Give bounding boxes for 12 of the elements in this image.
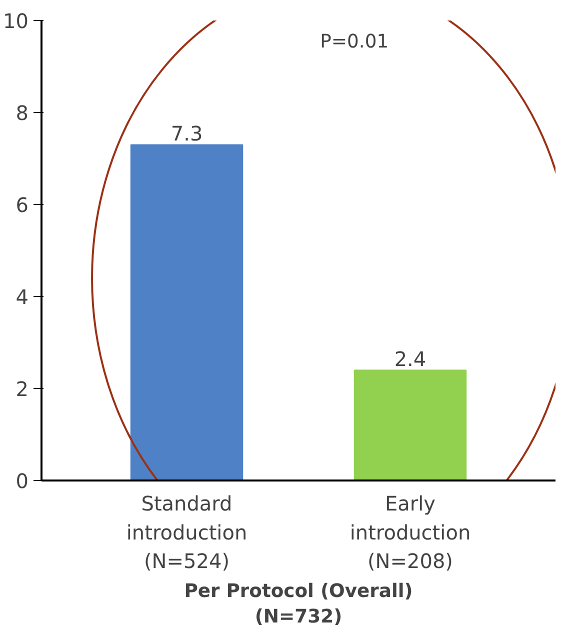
y-tick-label: 6 (16, 193, 29, 217)
x-axis-title: Per Protocol (Overall) (N=732) (184, 581, 413, 628)
x-tick-label: Standard introduction (N=524) (126, 492, 248, 574)
annotation: P=0.01 (320, 32, 389, 53)
y-tick-label: 2 (16, 377, 29, 401)
data-label: 7.3 (170, 122, 203, 146)
y-tick-label: 4 (16, 285, 29, 309)
y-tick-label: 8 (16, 101, 29, 125)
data-label: 2.4 (394, 347, 426, 372)
y-tick-label: 10 (3, 9, 29, 33)
y-tick-label: 0 (16, 469, 29, 493)
x-tick-label: Early introduction (N=208) (350, 492, 471, 574)
